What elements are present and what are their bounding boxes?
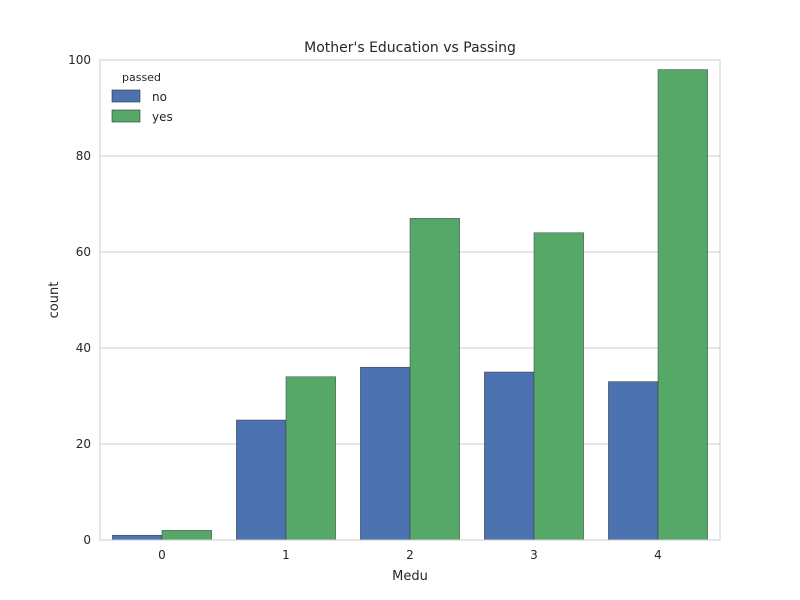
y-tick-label: 60 bbox=[76, 245, 91, 259]
y-axis-label: count bbox=[47, 282, 62, 319]
y-tick-label: 80 bbox=[76, 149, 91, 163]
bar-yes-1 bbox=[285, 376, 336, 541]
legend-title: passed bbox=[122, 71, 161, 84]
chart-title: Mother's Education vs Passing bbox=[304, 40, 516, 56]
bar-yes-4 bbox=[657, 69, 708, 541]
plot-frame bbox=[99, 59, 721, 541]
x-tick-label: 3 bbox=[530, 548, 538, 562]
bar-no-2 bbox=[360, 366, 411, 541]
y-tick-label: 0 bbox=[83, 533, 91, 547]
y-tick-label: 40 bbox=[76, 341, 91, 355]
x-tick-labels: 0 1 2 3 4 bbox=[158, 548, 662, 562]
legend: passed no yes bbox=[111, 71, 173, 124]
bar-no-1 bbox=[236, 419, 287, 541]
x-tick-label: 1 bbox=[282, 548, 290, 562]
legend-swatch-no bbox=[111, 89, 141, 103]
x-tick-label: 2 bbox=[406, 548, 414, 562]
y-tick-label: 100 bbox=[68, 53, 91, 67]
bar-no-3 bbox=[484, 371, 535, 541]
legend-swatch-yes bbox=[111, 109, 141, 123]
legend-label-no: no bbox=[152, 90, 167, 104]
x-axis-label: Medu bbox=[392, 569, 428, 584]
y-tick-label: 20 bbox=[76, 437, 91, 451]
bars bbox=[112, 69, 708, 541]
bar-yes-3 bbox=[533, 232, 584, 541]
legend-label-yes: yes bbox=[152, 110, 173, 124]
bar-no-4 bbox=[608, 381, 659, 541]
x-tick-label: 4 bbox=[654, 548, 662, 562]
y-tick-labels: 0 20 40 60 80 100 bbox=[68, 53, 91, 547]
bar-yes-0 bbox=[161, 530, 212, 541]
x-tick-label: 0 bbox=[158, 548, 166, 562]
bar-no-0 bbox=[112, 534, 163, 541]
bar-yes-2 bbox=[409, 218, 460, 541]
